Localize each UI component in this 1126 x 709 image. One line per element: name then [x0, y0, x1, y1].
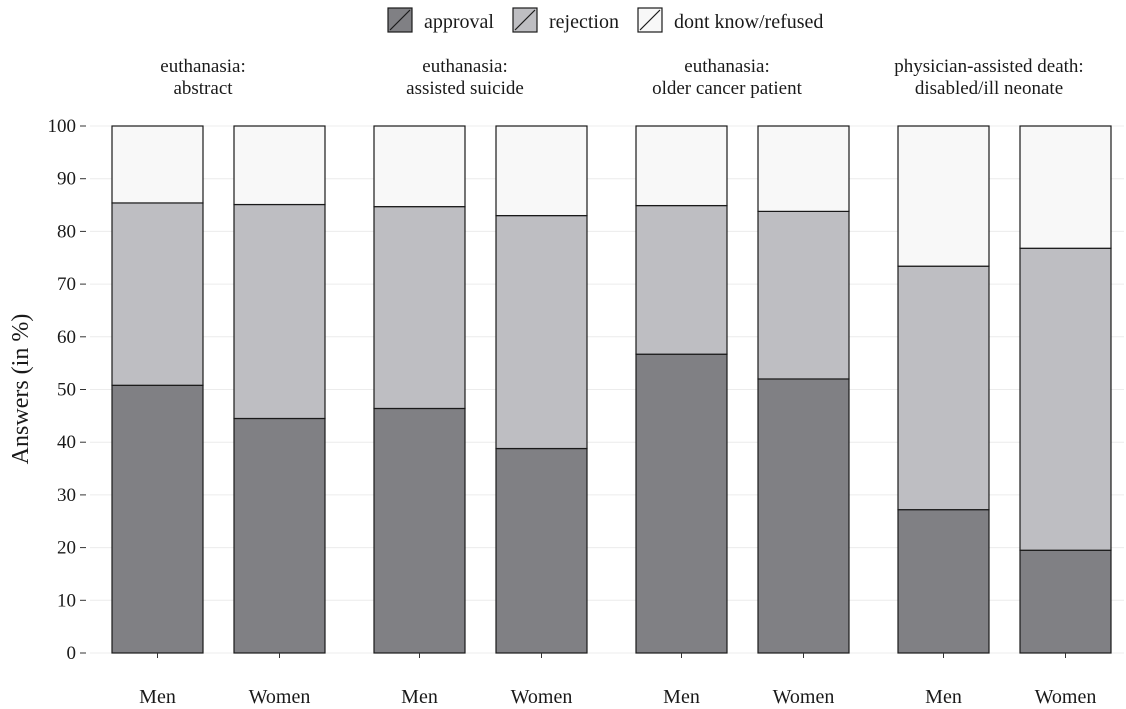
legend-label: rejection — [549, 11, 619, 33]
panel: euthanasia:assisted suicide Men Women — [373, 56, 588, 708]
x-tick-label: Men — [139, 686, 176, 708]
bar-segment-dont-know — [233, 125, 326, 206]
bar-segment-approval — [111, 384, 204, 654]
y-tick-label: 50 — [57, 380, 76, 401]
legend: approval rejection dont know/refused — [387, 7, 823, 33]
y-tick-label: 70 — [57, 274, 76, 295]
bar-segment-rejection — [635, 204, 728, 355]
x-tick-label: Women — [511, 686, 573, 708]
legend-item: dont know/refused — [637, 7, 823, 33]
bar-segment-rejection — [897, 265, 990, 511]
y-tick-label: 90 — [57, 169, 76, 190]
legend-item: approval — [387, 7, 494, 33]
panel-title: older cancer patient — [652, 78, 803, 99]
x-tick-label: Men — [925, 686, 962, 708]
bar-segment-rejection — [757, 210, 850, 380]
bar-segment-approval — [897, 509, 990, 654]
legend-swatch-slash — [514, 9, 536, 31]
bar-segment-approval — [635, 353, 728, 654]
panel-title: physician-assisted death: — [894, 56, 1083, 77]
panel: euthanasia:abstract Men Women — [111, 56, 326, 708]
bar-segment-approval — [373, 407, 466, 654]
panel-title: disabled/ill neonate — [915, 78, 1063, 99]
x-tick-label: Men — [401, 686, 438, 708]
legend-label: approval — [424, 11, 494, 33]
legend-item: rejection — [512, 7, 619, 33]
x-tick-label: Women — [773, 686, 835, 708]
bar-segment-rejection — [111, 202, 204, 386]
bar-segment-dont-know — [635, 125, 728, 207]
legend-swatch-slash — [389, 9, 411, 31]
bar-segment-approval — [1019, 549, 1112, 654]
y-axis: 0 10 20 30 40 50 60 70 80 90 100 — [48, 116, 86, 664]
x-tick-label: Men — [663, 686, 700, 708]
x-tick-label: Women — [249, 686, 311, 708]
y-tick-label: 100 — [48, 116, 77, 137]
bar-segment-dont-know — [1019, 125, 1112, 249]
y-tick-label: 20 — [57, 538, 76, 559]
bar-segment-dont-know — [897, 125, 990, 267]
x-tick-label: Women — [1035, 686, 1097, 708]
bar-segment-rejection — [495, 214, 588, 450]
panel-title: euthanasia: — [422, 56, 507, 77]
bar-segment-rejection — [1019, 247, 1112, 551]
y-tick-label: 60 — [57, 327, 76, 348]
legend-label: dont know/refused — [674, 11, 823, 33]
bar-segment-approval — [495, 447, 588, 654]
bar-segment-dont-know — [111, 125, 204, 204]
y-tick-label: 80 — [57, 221, 76, 242]
panel-title: abstract — [173, 78, 233, 99]
y-axis-title: Answers (in %) — [8, 314, 34, 465]
panel-title: euthanasia: — [684, 56, 769, 77]
bar-segment-dont-know — [757, 125, 850, 212]
bar-segment-rejection — [233, 203, 326, 420]
bar-segment-approval — [757, 378, 850, 654]
y-tick-label: 40 — [57, 432, 76, 453]
y-tick-label: 30 — [57, 485, 76, 506]
legend-swatch-slash — [639, 9, 661, 31]
panel: physician-assisted death:disabled/ill ne… — [894, 56, 1112, 708]
bar-segment-rejection — [373, 206, 466, 410]
bar-segment-dont-know — [373, 125, 466, 208]
y-tick-label: 10 — [57, 590, 76, 611]
panel-title: euthanasia: — [160, 56, 245, 77]
y-tick-label: 0 — [67, 643, 77, 664]
panel: euthanasia:older cancer patient Men Women — [635, 56, 850, 708]
bar-segment-dont-know — [495, 125, 588, 217]
bar-segment-approval — [233, 417, 326, 654]
panel-title: assisted suicide — [406, 78, 524, 99]
